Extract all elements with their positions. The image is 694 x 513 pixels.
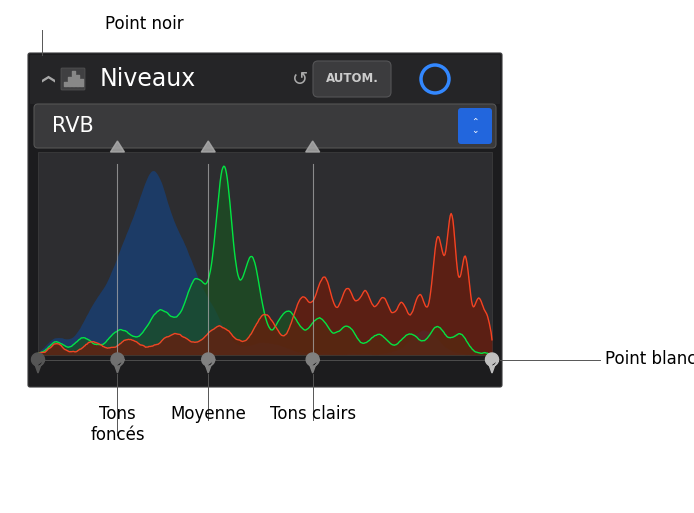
Text: AUTOM.: AUTOM. <box>325 72 378 86</box>
Text: ↺: ↺ <box>291 69 308 89</box>
Polygon shape <box>31 353 44 373</box>
Text: Tons
foncés: Tons foncés <box>90 405 145 444</box>
Text: RVB: RVB <box>52 116 94 136</box>
Text: Point noir: Point noir <box>105 15 184 33</box>
FancyBboxPatch shape <box>458 108 492 144</box>
FancyBboxPatch shape <box>313 61 391 97</box>
FancyBboxPatch shape <box>34 104 496 148</box>
FancyBboxPatch shape <box>30 55 500 104</box>
Text: Niveaux: Niveaux <box>100 67 196 91</box>
Text: ❮: ❮ <box>40 74 53 84</box>
Text: Point blanc: Point blanc <box>605 350 694 368</box>
Polygon shape <box>486 353 498 373</box>
Polygon shape <box>202 353 214 373</box>
Polygon shape <box>111 353 124 373</box>
Polygon shape <box>110 141 124 152</box>
Text: Moyenne: Moyenne <box>170 405 246 423</box>
Polygon shape <box>306 353 319 373</box>
FancyBboxPatch shape <box>28 53 502 387</box>
Polygon shape <box>201 141 215 152</box>
FancyBboxPatch shape <box>38 152 492 355</box>
Text: Tons clairs: Tons clairs <box>269 405 356 423</box>
FancyBboxPatch shape <box>61 68 85 90</box>
Polygon shape <box>305 141 320 152</box>
Text: ⌃
⌄: ⌃ ⌄ <box>471 117 479 134</box>
